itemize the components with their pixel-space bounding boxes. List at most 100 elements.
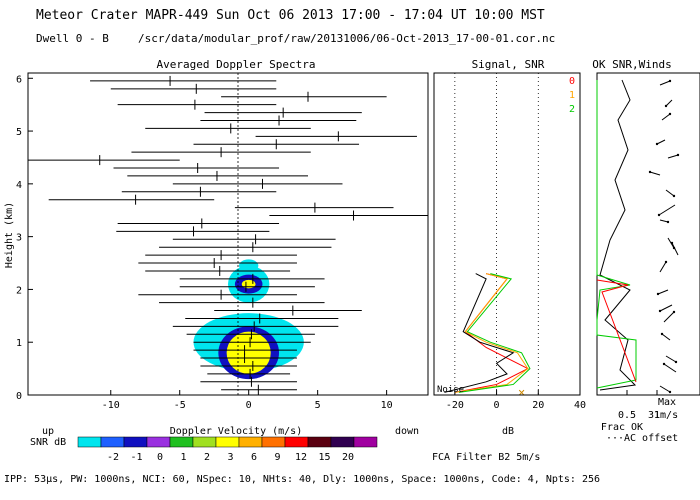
legend-entry-1: 1 — [569, 90, 575, 101]
snr-blob — [239, 259, 259, 273]
wind-arrow-head — [664, 260, 668, 264]
signal-frame — [433, 72, 581, 396]
velocity-tick-label: 0 — [246, 400, 252, 411]
colorbar-tick-label: 12 — [295, 452, 307, 463]
colorbar-tick-label: 2 — [204, 452, 210, 463]
velocity-tick-label: -10 — [102, 400, 120, 411]
height-tick-label: 4 — [16, 180, 22, 191]
wind-arrow — [659, 304, 673, 312]
wind-arrow — [656, 139, 666, 145]
colorbar-swatch — [307, 436, 332, 448]
signal-lines: × — [444, 273, 531, 399]
wind-arrow — [661, 113, 671, 121]
wind-arrow-head — [660, 332, 664, 336]
wind-arrow — [659, 261, 667, 273]
wind-arrow — [659, 219, 669, 223]
signal-legend: 0 1 2 — [569, 76, 575, 115]
velocity-tick-label: 10 — [381, 400, 393, 411]
wind-arrow-head — [672, 310, 676, 314]
wind-arrow — [663, 311, 675, 323]
frac-ok-tick-label: 1 — [654, 410, 660, 421]
ok-winds-title: OK SNR,Winds — [592, 58, 671, 71]
colorbar-swatch — [284, 436, 309, 448]
snr-colorbar — [77, 436, 378, 448]
snr-blob — [226, 331, 271, 374]
wind-arrow — [658, 204, 676, 216]
wind-arrow — [665, 99, 673, 107]
colorbar-swatch — [330, 436, 355, 448]
colorbar-tick-label: 3 — [227, 452, 233, 463]
dwell-label: Dwell 0 - B — [36, 32, 109, 45]
frac-ok-label: Frac OK — [601, 422, 643, 433]
legend-entry-2: 2 — [569, 104, 575, 115]
height-tick-label: 3 — [16, 233, 22, 244]
colorbar-tick-label: 20 — [342, 452, 354, 463]
wind-arrow — [665, 355, 677, 363]
legend-entry-0: 0 — [569, 76, 575, 87]
wind-arrow — [671, 242, 679, 256]
frac-ok-lines — [596, 79, 637, 391]
height-tick-label: 5 — [16, 127, 22, 138]
velocity-tick-label: -5 — [174, 400, 186, 411]
db-axis: -20 0 20 40 — [446, 390, 586, 411]
colorbar-tick-label: 6 — [251, 452, 257, 463]
db-tick-label: 20 — [532, 400, 544, 411]
colorbar-swatch — [146, 436, 171, 448]
file-path: /scr/data/modular_prof/raw/20131006/06-O… — [138, 32, 556, 45]
wind-arrow-head — [648, 170, 652, 174]
down-label: down — [395, 426, 419, 437]
colorbar-swatch — [238, 436, 263, 448]
wind-bars — [28, 75, 428, 395]
noise-label: Noise — [437, 385, 464, 395]
ac-offset-dots: ··· — [606, 433, 624, 444]
spectra-frame — [27, 72, 429, 396]
signal-grid — [454, 73, 539, 395]
snr-colorbar-label: SNR dB — [30, 437, 66, 448]
wind-arrow-head — [657, 213, 661, 217]
db-tick-label: 0 — [494, 400, 500, 411]
colorbar-swatch — [261, 436, 286, 448]
wind-max-label: Max — [658, 397, 676, 408]
db-tick-label: -20 — [446, 400, 464, 411]
wind-arrow-head — [674, 360, 678, 364]
wind-arrow-head — [664, 104, 668, 108]
wind-arrow — [659, 385, 671, 393]
height-tick-label: 0 — [16, 391, 22, 402]
colorbar-tick-label: -1 — [130, 452, 142, 463]
wind-arrow — [667, 154, 679, 159]
spectra-title: Averaged Doppler Spectra — [157, 58, 316, 71]
signal-2-line — [458, 273, 531, 393]
filter-label: FCA Filter B2 5m/s — [432, 452, 540, 463]
snr-line — [444, 273, 515, 393]
colorbar-tick-label: 9 — [274, 452, 280, 463]
wind-arrow-head — [668, 390, 672, 394]
colorbar-tick-label: 1 — [180, 452, 186, 463]
db-tick-label: 40 — [574, 400, 586, 411]
wind-arrow — [665, 189, 675, 197]
wind-arrow-head — [676, 153, 680, 157]
colorbar-tick-label: 0 — [157, 452, 163, 463]
frac-ok-tick-label: 0.5 — [618, 410, 636, 421]
wind-max-value: 31m/s — [648, 410, 678, 421]
colorbar-tick-label: 15 — [318, 452, 330, 463]
wind-arrow-head — [672, 194, 676, 198]
velocity-tick-label: 5 — [315, 400, 321, 411]
colorbar-swatch — [192, 436, 217, 448]
wind-arrow — [663, 363, 677, 373]
ac-offset-label: AC offset — [624, 433, 678, 444]
wind-arrow-head — [666, 220, 670, 224]
signal-title: Signal, SNR — [472, 58, 545, 71]
snr-contours — [193, 259, 304, 380]
wind-arrow — [649, 171, 661, 176]
frac-ok-axis: 0.5 1 — [618, 390, 660, 421]
wind-arrow-head — [668, 112, 672, 116]
colorbar-swatch — [77, 436, 102, 448]
height-tick-label: 6 — [16, 74, 22, 85]
wind-arrow-head — [658, 309, 662, 313]
wind-arrow-head — [670, 241, 674, 245]
height-axis: 0 1 2 3 4 5 6 — [16, 74, 33, 402]
header-title: Meteor Crater MAPR-449 Sun Oct 06 2013 1… — [36, 8, 545, 23]
wind-arrow — [657, 289, 669, 295]
